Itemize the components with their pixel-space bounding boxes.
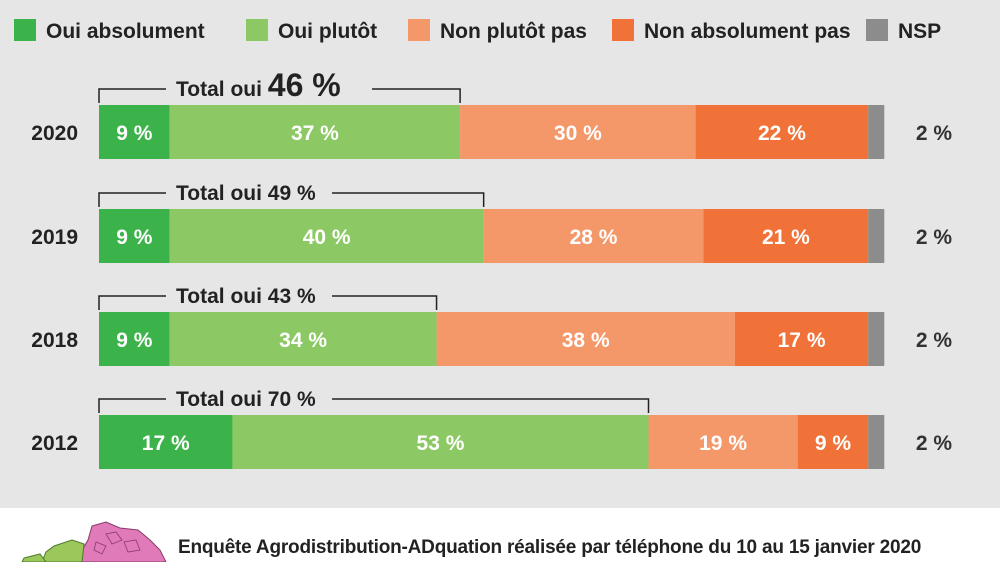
footer bbox=[0, 508, 1000, 562]
data-label: 9 % bbox=[815, 432, 852, 455]
category-label: 2018 bbox=[31, 329, 78, 352]
bar-segment bbox=[868, 415, 885, 469]
data-label: 53 % bbox=[417, 432, 465, 455]
data-label: 19 % bbox=[699, 432, 747, 455]
total-bracket bbox=[332, 192, 485, 207]
data-label: 34 % bbox=[279, 329, 327, 352]
bar-segment bbox=[483, 209, 704, 263]
france-map-icon bbox=[21, 521, 167, 562]
data-label: 17 % bbox=[778, 329, 826, 352]
bar-segment bbox=[99, 105, 170, 159]
bar-segment bbox=[703, 209, 869, 263]
total-bracket bbox=[332, 295, 438, 310]
data-label: 37 % bbox=[291, 122, 339, 145]
bar-segment bbox=[232, 415, 649, 469]
data-label: 17 % bbox=[142, 432, 190, 455]
bar-segment bbox=[648, 415, 798, 469]
category-label: 2020 bbox=[31, 122, 78, 145]
data-label: 28 % bbox=[570, 226, 618, 249]
data-label: 9 % bbox=[116, 226, 153, 249]
legend-label: Oui absolument bbox=[46, 20, 205, 43]
data-label: 2 % bbox=[916, 122, 953, 145]
data-label: 2 % bbox=[916, 226, 953, 249]
data-label: 2 % bbox=[916, 329, 953, 352]
bar-segment bbox=[99, 415, 233, 469]
chart-panel: Oui absolument Oui plutôt Non plutôt pas No… bbox=[0, 0, 1000, 508]
total-bracket bbox=[372, 88, 461, 103]
legend-swatch bbox=[408, 19, 430, 41]
data-label: 22 % bbox=[758, 122, 806, 145]
bar-segment bbox=[169, 312, 437, 366]
legend-label: NSP bbox=[898, 20, 941, 43]
bar-segment bbox=[169, 209, 484, 263]
bar-segment bbox=[734, 312, 869, 366]
total-bracket bbox=[98, 192, 166, 207]
data-label: 40 % bbox=[303, 226, 351, 249]
total-label: Total oui 43 % bbox=[176, 285, 316, 308]
category-label: 2012 bbox=[31, 432, 78, 455]
legend-label: Non plutôt pas bbox=[440, 20, 587, 43]
data-label: 9 % bbox=[116, 329, 153, 352]
total-bracket bbox=[98, 88, 166, 103]
total-bracket bbox=[98, 295, 166, 310]
stacked-bar-chart: Oui absolument Oui plutôt Non plutôt pas No… bbox=[14, 19, 953, 469]
legend-swatch bbox=[246, 19, 268, 41]
bar-segment bbox=[868, 312, 885, 366]
legend-swatch bbox=[14, 19, 36, 41]
total-label: Total oui 49 % bbox=[176, 182, 316, 205]
bar-segment bbox=[99, 312, 170, 366]
data-label: 30 % bbox=[554, 122, 602, 145]
legend-swatch bbox=[612, 19, 634, 41]
bar-segment bbox=[695, 105, 869, 159]
legend-label: Oui plutôt bbox=[278, 20, 377, 43]
bar-segment bbox=[169, 105, 461, 159]
bar-segment bbox=[797, 415, 869, 469]
total-label: Total oui 46 % bbox=[176, 67, 341, 103]
bar-segment bbox=[99, 209, 170, 263]
data-label: 21 % bbox=[762, 226, 810, 249]
bar-segment bbox=[460, 105, 696, 159]
total-bracket bbox=[98, 398, 166, 413]
category-label: 2019 bbox=[31, 226, 78, 249]
source-note: Enquête Agrodistribution-ADquation réali… bbox=[178, 537, 922, 558]
total-bracket bbox=[332, 398, 650, 413]
bar-segment bbox=[868, 209, 885, 263]
bar-segment bbox=[436, 312, 735, 366]
total-label: Total oui 70 % bbox=[176, 388, 316, 411]
bar-segment bbox=[868, 105, 885, 159]
data-label: 2 % bbox=[916, 432, 953, 455]
data-label: 9 % bbox=[116, 122, 153, 145]
data-label: 38 % bbox=[562, 329, 610, 352]
legend-label: Non absolument pas bbox=[644, 20, 851, 43]
legend-swatch bbox=[866, 19, 888, 41]
